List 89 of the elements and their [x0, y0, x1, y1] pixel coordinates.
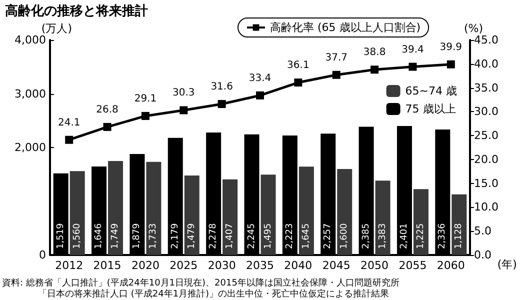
- data-label: 1,519: [56, 222, 66, 249]
- data-label: 1,225: [416, 223, 426, 249]
- data-label: 2,336: [438, 222, 448, 249]
- point: [141, 112, 150, 120]
- data-label: 29.1: [134, 93, 157, 104]
- y2-tick-label: 35.0: [474, 81, 498, 94]
- bar: [146, 162, 162, 255]
- data-label: 1,407: [225, 223, 236, 249]
- y-axis-title: (万人): [41, 22, 72, 35]
- data-label: 24.1: [58, 117, 80, 128]
- y2-tick-label: 10.0: [474, 200, 498, 214]
- data-label: 2,179: [170, 222, 180, 249]
- x-tick-label: 2055: [398, 259, 427, 272]
- x-tick-label: 2015: [93, 259, 122, 272]
- point: [180, 106, 188, 114]
- y-tick-label: 2,000: [14, 141, 46, 154]
- x-tick-label: 2060: [436, 259, 465, 272]
- x-tick-label: 2040: [284, 259, 312, 272]
- bar: [452, 194, 467, 255]
- bar: [375, 180, 390, 255]
- data-label: 2,257: [323, 223, 334, 249]
- data-label: 1,479: [186, 222, 197, 249]
- data-label: 1,560: [72, 222, 82, 249]
- x-tick-label: 2045: [322, 259, 350, 272]
- y2-tick-label: 25.0: [474, 129, 498, 142]
- data-label: 33.4: [248, 72, 272, 84]
- legend-label: 高齢化率 (65 歳以上人口割合): [270, 21, 421, 34]
- x-tick-label: 2025: [170, 259, 198, 272]
- y2-tick-label: 40.0: [474, 57, 498, 70]
- data-label: 26.8: [96, 104, 118, 116]
- x-tick-label: 2050: [360, 259, 389, 272]
- point: [408, 62, 417, 71]
- y2-tick-label: 30.0: [474, 105, 498, 118]
- data-label: 39.9: [440, 42, 462, 53]
- data-label: 1,645: [301, 223, 312, 249]
- bar: [413, 189, 428, 255]
- data-label: 39.4: [402, 44, 424, 56]
- x-tick-label: 2035: [246, 259, 274, 272]
- x-tick-label: 2020: [131, 259, 160, 272]
- data-label: 1,383: [378, 223, 388, 249]
- x-tick-label: 2012: [55, 259, 84, 272]
- chart-title: 高齢化の推移と将来推計: [5, 3, 148, 19]
- legend-label: 75 歳以上: [405, 102, 456, 116]
- data-label: 30.3: [172, 88, 195, 99]
- bar: [184, 176, 200, 255]
- point: [103, 122, 112, 131]
- data-label: 1,733: [148, 223, 159, 249]
- bar: [260, 174, 276, 255]
- data-label: 2,278: [208, 222, 219, 249]
- data-label: 2,245: [246, 223, 257, 249]
- y2-tick-label: 5.0: [474, 224, 492, 238]
- text: 「日本の将来推計人口 (平成24年1月推計)」の出生中位・死亡中位仮定による推計結果: [38, 288, 390, 300]
- point: [370, 66, 379, 74]
- point: [256, 91, 264, 100]
- data-label: 37.7: [325, 52, 348, 64]
- data-label: 1,749: [110, 222, 121, 249]
- data-label: 2,223: [284, 223, 295, 249]
- point: [65, 136, 74, 144]
- data-label: 38.8: [363, 47, 386, 58]
- data-label: 1,879: [132, 222, 142, 249]
- data-label: 1,495: [263, 223, 274, 249]
- bar: [108, 160, 124, 255]
- x-axis-title: (年): [497, 258, 517, 271]
- point: [218, 100, 226, 108]
- y2-tick-label: 45.0: [474, 34, 498, 46]
- point: [446, 60, 455, 68]
- y2-tick-label: 20.0: [474, 152, 498, 166]
- x-tick-label: 2030: [208, 259, 236, 272]
- bar: [298, 166, 314, 255]
- data-label: 2,401: [399, 223, 410, 249]
- y2-axis-title: (%): [464, 22, 484, 35]
- y2-tick-label: 15.0: [474, 176, 498, 190]
- bar: [222, 179, 238, 255]
- data-label: 1,646: [94, 222, 104, 249]
- y2-tick-label: 0.0: [474, 248, 492, 262]
- y-tick-label: 0: [39, 248, 46, 262]
- data-label: 31.6: [210, 82, 233, 93]
- bar: [70, 171, 85, 255]
- text: 資料: 総務省「人口推計」(平成24年10月1日現在)、2015年以降は国立社会保障・人口問題研究所: [2, 278, 400, 288]
- bar: [337, 169, 352, 255]
- y-tick-label: 3,000: [14, 87, 46, 100]
- legend-label: 65~74 歳: [405, 84, 458, 98]
- data-label: 2,385: [361, 223, 372, 249]
- data-label: 1,600: [340, 222, 350, 249]
- point: [332, 70, 340, 79]
- point: [294, 78, 302, 87]
- data-label: 1,128: [454, 222, 464, 249]
- y-tick-label: 4,000: [14, 34, 46, 46]
- data-label: 36.1: [287, 60, 310, 72]
